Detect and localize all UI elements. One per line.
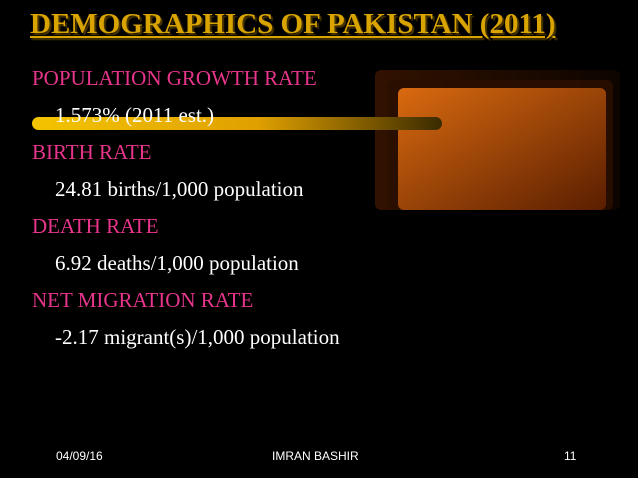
slide-title: DEMOGRAPHICS OF PAKISTAN (2011) (30, 8, 556, 40)
death-rate-heading: DEATH RATE (32, 214, 159, 238)
birth-rate-heading: BIRTH RATE (32, 140, 152, 164)
birth-rate-value: 24.81 births/1,000 population (55, 177, 304, 201)
death-rate-value: 6.92 deaths/1,000 population (55, 251, 299, 275)
net-migration-rate-value: -2.17 migrant(s)/1,000 population (55, 325, 340, 349)
footer-date: 04/09/16 (56, 449, 103, 463)
net-migration-rate-heading: NET MIGRATION RATE (32, 288, 254, 312)
deco-gold-bar (32, 117, 442, 130)
content-list: POPULATION GROWTH RATE 1.573% (2011 est.… (0, 60, 600, 356)
footer-author: IMRAN BASHIR (272, 449, 359, 463)
population-growth-rate-value: 1.573% (2011 est.) (55, 103, 215, 127)
population-growth-rate-heading: POPULATION GROWTH RATE (32, 66, 317, 90)
footer-page-number: 11 (564, 449, 577, 463)
deco-block-front (398, 88, 606, 210)
